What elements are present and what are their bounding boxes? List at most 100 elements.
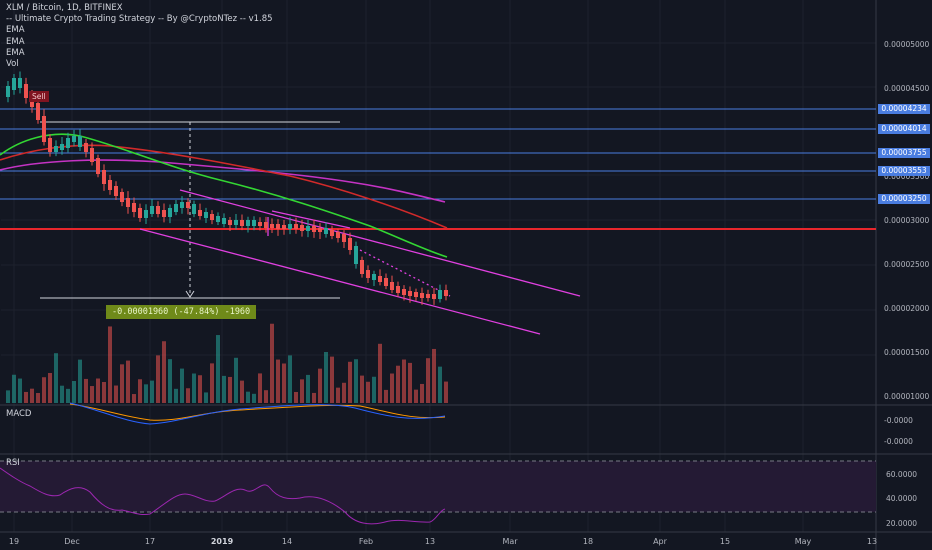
volume-bar (402, 359, 406, 403)
macd-axis-label: -0.0000 (884, 416, 913, 425)
volume-bar (60, 385, 64, 403)
candle (294, 217, 298, 234)
volume-bar (228, 376, 232, 403)
candle (18, 71, 22, 94)
candlesticks (6, 71, 448, 305)
time-axis-label: 18 (582, 537, 594, 546)
volume-bar (210, 363, 214, 403)
time-axis-label: Apr (653, 537, 667, 546)
volume-bar (432, 348, 436, 403)
measure-tool (40, 121, 340, 299)
volume-bar (354, 359, 358, 403)
resistance-levels (0, 108, 876, 200)
price-level-tag: 0.00003250 (878, 194, 930, 204)
ema-green-line (0, 133, 448, 258)
candle (378, 269, 382, 286)
candle (84, 139, 88, 158)
candle (192, 200, 196, 218)
volume-bar (162, 341, 166, 403)
candle (282, 220, 286, 235)
volume-bar (84, 378, 88, 403)
strategy-name[interactable]: -- Ultimate Crypto Trading Strategy -- B… (6, 14, 273, 25)
volume-bar (252, 393, 256, 403)
candle (438, 284, 442, 303)
volume-bar (414, 389, 418, 403)
indicator-ema-1[interactable]: EMA (6, 25, 25, 36)
candle (186, 198, 190, 215)
candle (168, 204, 172, 224)
candle (276, 219, 280, 236)
measure-result: -0.00001960 (-47.84%) -1960 (106, 305, 257, 319)
time-axis-label: May (794, 537, 812, 546)
volume-bar (240, 380, 244, 403)
candle (366, 265, 370, 284)
symbol-title[interactable]: XLM / Bitcoin, 1D, BITFINEX (6, 3, 123, 13)
volume-bar (306, 374, 310, 403)
price-level-tag: 0.00004014 (878, 124, 930, 134)
volume-bar (126, 360, 130, 403)
candle (156, 201, 160, 218)
volume-bar (318, 368, 322, 403)
candle (432, 287, 436, 305)
time-axis-label: Dec (64, 537, 80, 546)
candle (408, 286, 412, 303)
candle (270, 218, 274, 233)
candle (78, 129, 82, 151)
macd-line (69, 402, 446, 425)
candle (312, 219, 316, 238)
volume-bars (6, 323, 448, 403)
candle (348, 232, 352, 255)
rsi-axis-label: 40.0000 (886, 494, 918, 503)
volume-bar (150, 380, 154, 403)
candle (228, 216, 232, 232)
candle (210, 210, 214, 225)
volume-bar (408, 362, 412, 403)
volume-bar (288, 355, 292, 403)
volume-bar (342, 382, 346, 403)
candle (336, 228, 340, 243)
volume-bar (54, 353, 58, 403)
candle (126, 191, 130, 214)
volume-bar (42, 377, 46, 403)
volume-bar (234, 357, 238, 403)
candle (174, 199, 178, 216)
candle (12, 74, 16, 95)
descending-channel (139, 189, 581, 335)
volume-bar (66, 388, 70, 403)
volume-bar (282, 363, 286, 403)
price-axis-label: 0.00003500 (884, 172, 930, 181)
macd-pane-label[interactable]: MACD (6, 409, 32, 419)
volume-bar (198, 375, 202, 403)
projection-dotted (359, 249, 451, 297)
time-axis-label: 2019 (210, 537, 234, 546)
volume-bar (348, 361, 352, 403)
candle (96, 154, 100, 178)
rsi-axis-label: 20.0000 (886, 519, 918, 528)
candle (444, 284, 448, 301)
volume-bar (186, 388, 190, 403)
volume-bar (108, 326, 112, 403)
candle (72, 129, 76, 147)
price-level-tag: 0.00004234 (878, 104, 930, 114)
indicator-volume[interactable]: Vol (6, 59, 19, 70)
price-axis-label: 0.00001000 (884, 392, 930, 401)
candle (54, 140, 58, 157)
indicator-ema-2[interactable]: EMA (6, 36, 25, 47)
volume-bar (180, 368, 184, 403)
volume-bar (102, 382, 106, 403)
candle (426, 289, 430, 302)
time-axis-label: Feb (358, 537, 374, 546)
indicator-ema-3[interactable]: EMA (6, 47, 25, 58)
volume-bar (138, 379, 142, 403)
candle (246, 216, 250, 233)
rsi-pane-label[interactable]: RSI (6, 458, 20, 468)
volume-bar (30, 388, 34, 403)
chart-legend: XLM / Bitcoin, 1D, BITFINEX -- Ultimate … (6, 3, 273, 70)
volume-bar (270, 323, 274, 403)
candle (222, 213, 226, 228)
price-level-tag: 0.00003755 (878, 148, 930, 158)
volume-bar (120, 364, 124, 403)
volume-bar (294, 391, 298, 403)
